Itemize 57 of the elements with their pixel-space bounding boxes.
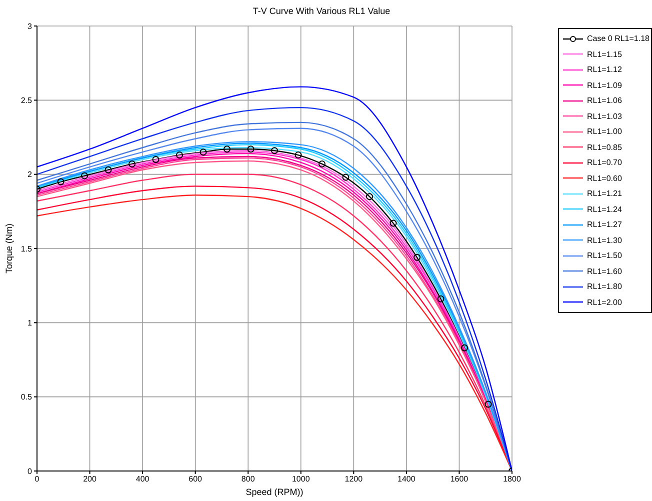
legend-label: RL1=1.12 bbox=[587, 64, 622, 76]
point bbox=[271, 147, 278, 154]
y-tick-label: 3 bbox=[28, 22, 33, 31]
legend-label: RL1=1.03 bbox=[587, 110, 622, 122]
y-axis-title: Torque (Nm) bbox=[4, 223, 14, 274]
x-tick-label: 600 bbox=[188, 474, 203, 484]
y-tick-label: 2.5 bbox=[20, 96, 33, 106]
y-tick-label: 0.5 bbox=[20, 392, 33, 402]
legend-label: Case 0 RL1=1.18 bbox=[587, 33, 650, 44]
legend-label: RL1=0.70 bbox=[587, 157, 622, 168]
point bbox=[484, 400, 492, 408]
point bbox=[318, 160, 326, 168]
point bbox=[461, 344, 468, 352]
y-tick-label: 1 bbox=[28, 318, 33, 328]
point bbox=[366, 193, 373, 200]
legend-label: RL1=1.09 bbox=[587, 80, 622, 91]
x-tick-label: 800 bbox=[241, 474, 256, 484]
legend-label: RL1=1.00 bbox=[587, 126, 622, 138]
point bbox=[414, 254, 420, 261]
y-tick-label: 0 bbox=[28, 466, 33, 476]
x-tick-label: 0 bbox=[34, 474, 40, 484]
point bbox=[224, 146, 230, 153]
point bbox=[176, 152, 183, 159]
x-axis-title: Speed (RPM)) bbox=[246, 487, 304, 497]
y-tick-label: 1.5 bbox=[20, 244, 33, 254]
point bbox=[247, 146, 254, 153]
point bbox=[152, 156, 160, 163]
point bbox=[294, 152, 302, 159]
x-tick-label: 1400 bbox=[398, 474, 416, 484]
point bbox=[437, 295, 444, 302]
point bbox=[57, 178, 64, 186]
legend-label: RL1=1.15 bbox=[587, 48, 622, 60]
chart-title: T-V Curve With Various RL1 Value bbox=[252, 6, 392, 16]
point bbox=[390, 220, 397, 227]
x-tick-label: 1600 bbox=[450, 474, 469, 484]
legend-label: RL1=1.24 bbox=[587, 204, 622, 215]
legend-label: RL1=1.80 bbox=[587, 281, 622, 292]
point bbox=[81, 172, 88, 180]
legend-label: RL1=2.00 bbox=[587, 296, 622, 308]
point bbox=[342, 174, 350, 181]
x-tick-label: 200 bbox=[83, 474, 97, 484]
x-tick-label: 1200 bbox=[344, 474, 364, 484]
point bbox=[128, 160, 136, 168]
legend-label: RL1=1.50 bbox=[587, 250, 622, 262]
legend-label: RL1=1.06 bbox=[587, 95, 622, 106]
legend-label: RL1=1.30 bbox=[587, 234, 622, 246]
point bbox=[104, 166, 112, 174]
x-tick-label: 400 bbox=[136, 474, 150, 484]
legend-label: RL1=0.85 bbox=[587, 142, 622, 153]
x-tick-label: 1000 bbox=[292, 474, 310, 484]
x-tick-label: 1800 bbox=[503, 474, 522, 484]
legend-label: RL1=1.60 bbox=[587, 266, 622, 277]
point bbox=[200, 148, 207, 156]
y-tick-label: 2 bbox=[28, 170, 33, 180]
legend-label: RL1=1.21 bbox=[587, 188, 622, 200]
legend-label: RL1=0.60 bbox=[587, 172, 622, 184]
legend-label: RL1=1.27 bbox=[587, 219, 622, 230]
